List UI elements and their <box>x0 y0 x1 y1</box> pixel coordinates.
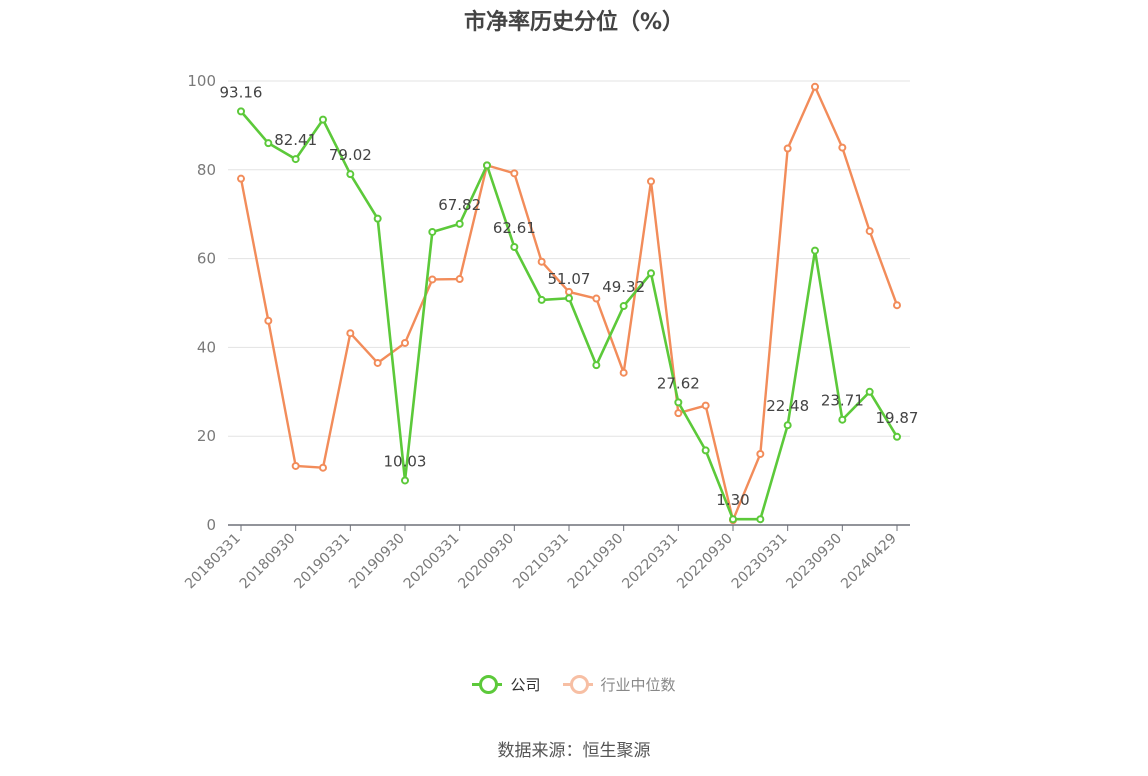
company-data-label: 10.03 <box>384 452 427 470</box>
industry-median-data-point <box>619 368 628 377</box>
company-data-point <box>865 387 874 396</box>
industry-median-data-point <box>674 409 683 418</box>
company-data-label: 49.32 <box>602 278 645 296</box>
y-tick-label: 100 <box>187 72 216 90</box>
company-data-point <box>291 155 300 164</box>
y-tick-label: 20 <box>197 427 216 445</box>
company-data-label: 27.62 <box>657 374 700 392</box>
company-data-point <box>674 398 683 407</box>
industry-median-data-point <box>756 449 765 458</box>
company-data-point <box>893 432 901 441</box>
x-tick-label: 20200930 <box>455 531 517 593</box>
company-data-label: 79.02 <box>329 146 372 164</box>
series-points <box>237 82 901 525</box>
industry-median-data-point <box>647 177 655 186</box>
company-data-point <box>264 139 273 148</box>
line-chart: 0 20 40 60 80 100 2018033120180930201903312019… <box>182 72 919 592</box>
company-data-point <box>647 269 655 278</box>
data-labels: 93.16 82.41 79.02 10.03 67.82 62.61 51.07 49.32… <box>220 83 919 509</box>
industry-median-data-point <box>565 287 573 296</box>
y-tick-label: 40 <box>197 338 216 356</box>
x-tick-label: 20210331 <box>510 531 572 593</box>
industry-median-data-point <box>783 144 792 153</box>
industry-median-data-point <box>537 257 546 266</box>
industry-median-data-point <box>291 461 300 470</box>
company-data-point <box>756 515 765 524</box>
x-tick-label: 20190331 <box>291 531 353 593</box>
data-source-note: 数据来源：恒生聚源 <box>497 741 651 761</box>
company-data-point <box>401 476 409 485</box>
legend-industry-marker-icon <box>562 672 593 696</box>
x-tick-label: 20230930 <box>783 531 845 593</box>
chart-title: 市净率历史分位（%） <box>463 10 685 35</box>
x-tick-label: 20180331 <box>182 531 244 593</box>
company-data-point <box>319 115 327 124</box>
legend-item-company[interactable]: 公司 <box>472 672 541 696</box>
x-tick-label: 20240429 <box>838 531 900 593</box>
x-tick-label: 20230331 <box>729 531 791 593</box>
industry-median-data-point <box>838 143 847 152</box>
industry-median-data-point <box>455 275 464 284</box>
legend-company-marker-icon <box>472 672 503 696</box>
industry-median-data-point <box>701 401 710 410</box>
company-data-point <box>783 421 792 430</box>
axes: 0 20 40 60 80 100 2018033120180930201903312019… <box>182 72 910 592</box>
x-tick-label: 20210930 <box>565 531 627 593</box>
company-data-point <box>428 227 437 236</box>
company-data-point <box>510 243 519 252</box>
industry-median-data-point <box>865 227 874 236</box>
company-data-label: 51.07 <box>548 270 591 288</box>
y-tick-label: 0 <box>206 516 216 534</box>
company-data-label: 1.30 <box>716 491 749 509</box>
legend-item-industry-median[interactable]: 行业中位数 <box>562 672 676 696</box>
x-tick-label: 20220331 <box>619 531 681 593</box>
legend-industry-median-label: 行业中位数 <box>600 675 676 694</box>
industry-median-data-point <box>428 275 437 284</box>
industry-median-data-point <box>373 358 382 367</box>
company-data-point <box>701 446 710 455</box>
industry-median-data-point <box>237 174 245 183</box>
company-data-point <box>537 295 546 304</box>
industry-median-data-point <box>893 301 901 310</box>
company-data-point <box>373 214 382 223</box>
x-tick-label: 20190930 <box>346 531 408 593</box>
company-data-point <box>729 515 737 524</box>
company-data-point <box>565 294 573 303</box>
industry-median-data-point <box>401 338 409 347</box>
industry-median-data-point <box>811 82 819 91</box>
company-data-point <box>346 170 355 179</box>
legend: 公司 行业中位数 <box>0 672 1148 696</box>
x-tick-label: 20200331 <box>401 531 463 593</box>
company-data-point <box>619 302 628 311</box>
company-data-point <box>838 415 847 424</box>
industry-median-data-point <box>264 316 273 325</box>
company-data-label: 93.16 <box>220 83 263 101</box>
company-data-label: 19.87 <box>876 409 919 427</box>
company-data-label: 62.61 <box>493 219 536 237</box>
company-data-label: 22.48 <box>766 397 809 415</box>
x-tick-label: 20220930 <box>674 531 736 593</box>
industry-median-data-point <box>319 463 327 472</box>
legend-company-label: 公司 <box>510 675 541 694</box>
company-data-point <box>592 361 601 370</box>
company-data-point <box>483 161 491 170</box>
y-tick-label: 80 <box>197 161 216 179</box>
x-tick-label: 20180930 <box>237 531 299 593</box>
industry-median-data-point <box>510 169 519 178</box>
company-data-label: 67.82 <box>438 196 481 214</box>
company-data-label: 23.71 <box>821 392 864 410</box>
y-tick-label: 60 <box>197 250 216 268</box>
company-data-point <box>455 219 464 228</box>
industry-median-data-point <box>346 329 355 338</box>
industry-median-data-point <box>592 294 601 303</box>
gridlines <box>228 80 910 437</box>
company-data-point <box>811 246 819 255</box>
company-data-label: 82.41 <box>274 131 317 149</box>
company-series-line <box>240 110 899 521</box>
company-data-point <box>237 107 245 116</box>
